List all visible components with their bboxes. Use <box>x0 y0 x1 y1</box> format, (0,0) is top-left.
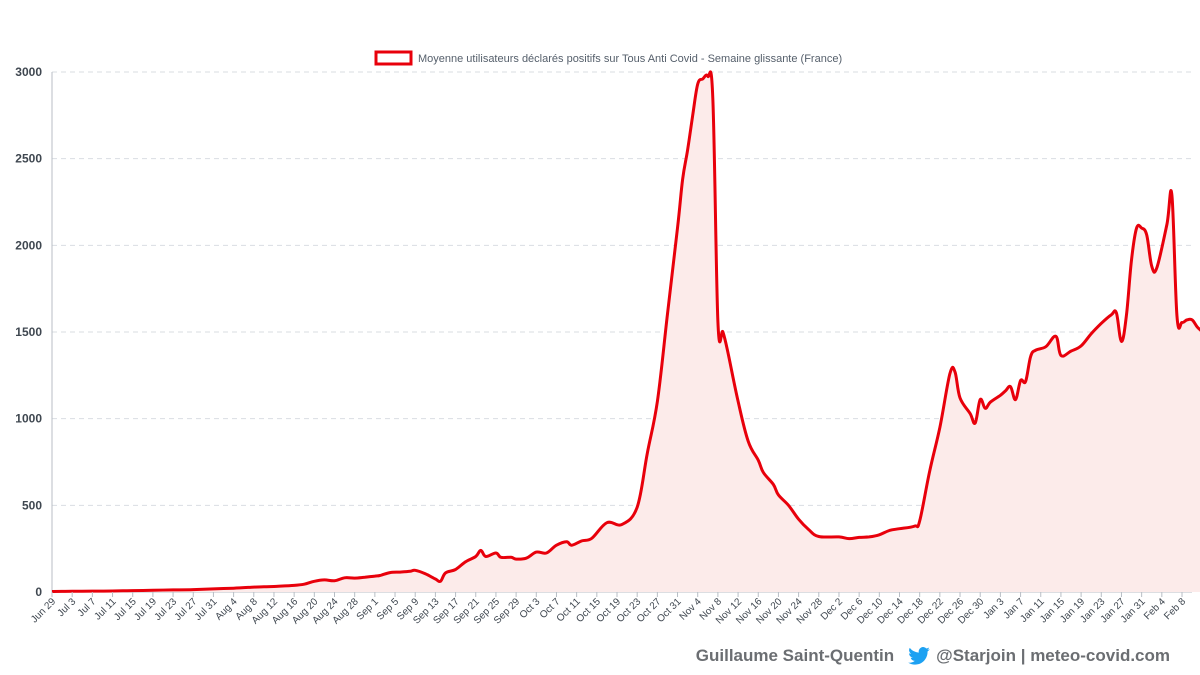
x-tick-label: Jan 3 <box>981 596 1006 621</box>
author-name: Guillaume Saint-Quentin <box>695 646 895 665</box>
series-area-fill <box>52 71 1200 592</box>
y-tick-label: 1500 <box>15 325 42 339</box>
x-tick-label: Jul 31 <box>193 596 220 623</box>
handle-and-site: @Starjoin | meteo-covid.com <box>936 646 1170 665</box>
footer-credit: Guillaume Saint-Quentin @Starjoin | mete… <box>696 646 1170 666</box>
legend-label: Moyenne utilisateurs déclarés positifs s… <box>418 53 842 65</box>
x-tick-label: Feb 8 <box>1162 596 1188 622</box>
y-tick-label: 2000 <box>15 238 42 252</box>
y-tick-label: 1000 <box>15 412 42 426</box>
x-tick-label: Feb 4 <box>1142 596 1168 622</box>
x-tick-label: Jun 29 <box>29 596 58 625</box>
x-tick-label: Oct 3 <box>518 596 543 621</box>
y-tick-label: 500 <box>22 498 42 512</box>
y-axis-tick-labels: 0 500 1000 1500 2000 2500 3000 <box>15 65 42 599</box>
gridlines <box>51 71 1192 593</box>
legend[interactable]: Moyenne utilisateurs déclarés positifs s… <box>374 50 842 66</box>
y-tick-label: 0 <box>35 585 42 599</box>
y-tick-label: 2500 <box>15 152 42 166</box>
series-line <box>51 70 1200 593</box>
twitter-bird-icon <box>908 647 930 665</box>
legend-swatch <box>374 50 413 66</box>
y-tick-label: 3000 <box>15 65 42 79</box>
x-tick-label: Jul 3 <box>56 596 79 619</box>
x-tick-label: Dec 2 <box>819 596 846 623</box>
x-tick-label: Nov 4 <box>678 596 705 623</box>
